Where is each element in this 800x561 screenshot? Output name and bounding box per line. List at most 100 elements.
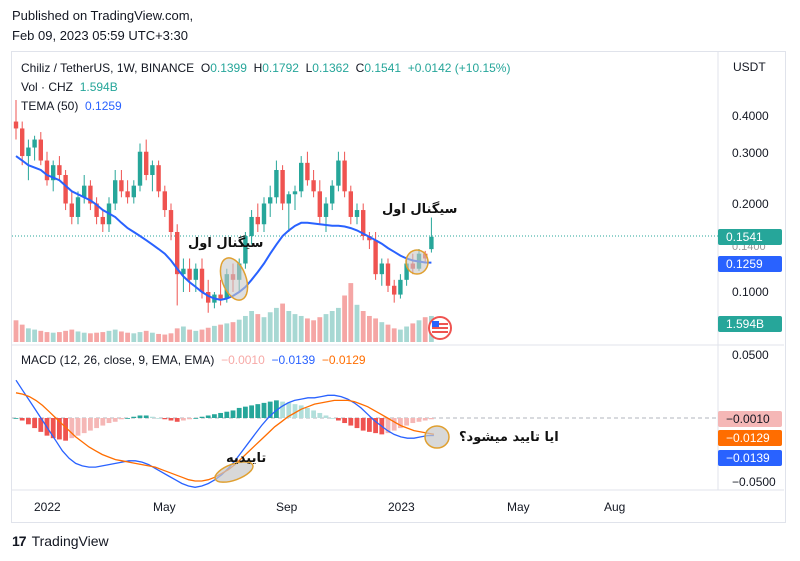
candle-body	[57, 165, 62, 176]
candle-body	[13, 121, 19, 129]
highlight-ellipse-confirm	[214, 461, 254, 483]
macd-hist-bar	[112, 418, 118, 422]
candle-body	[348, 191, 353, 217]
volume-bar	[218, 324, 223, 342]
candle-body	[323, 203, 329, 217]
volume-legend: Vol · CHZ 1.594B	[21, 80, 118, 94]
volume-bar	[100, 332, 106, 342]
volume-bars	[13, 283, 434, 342]
macd-signal-value: −0.0129	[321, 353, 366, 367]
us-flag-icon	[428, 316, 452, 340]
volume-bar	[69, 329, 75, 342]
x-tick: 2022	[34, 500, 61, 514]
publish-date: Feb 09, 2023 05:59 UTC+3:30	[12, 28, 188, 43]
candle-body	[311, 180, 316, 192]
macd-hist-bar	[212, 414, 217, 418]
symbol-name: Chiliz / TetherUS, 1W, BINANCE	[21, 61, 195, 75]
volume-bar	[19, 324, 25, 342]
macd-y-tick: −0.0500	[732, 475, 776, 489]
tema-badge: 0.1259	[718, 256, 782, 272]
y-tick: 0.1000	[732, 285, 769, 299]
candle-body	[354, 210, 360, 217]
volume-bar	[354, 304, 360, 342]
macd-hist-bar	[422, 418, 428, 421]
volume-bar	[205, 327, 211, 342]
currency-label[interactable]: USDT	[733, 60, 766, 74]
macd-hist-bar	[391, 418, 397, 431]
macd-hist-bar	[230, 410, 236, 418]
x-tick: 2023	[388, 500, 415, 514]
volume-bar	[181, 326, 186, 342]
volume-bar	[156, 333, 161, 342]
macd-hist-bar	[354, 418, 360, 429]
volume-bar	[348, 283, 354, 342]
macd-hist-bar	[236, 407, 242, 418]
tema-legend: TEMA (50) 0.1259	[21, 99, 122, 113]
macd-hist-bar	[100, 418, 106, 426]
candle-body	[88, 185, 93, 204]
volume-bar	[174, 328, 180, 342]
macd-hist-bar	[137, 415, 143, 418]
candle-body	[113, 180, 118, 204]
macd-hist-bar	[57, 418, 62, 440]
candle-body	[162, 191, 167, 211]
y-tick: 0.2000	[732, 197, 769, 211]
candle-body	[181, 268, 186, 275]
candle-body	[429, 236, 434, 250]
tradingview-logo[interactable]: 17 TradingView	[12, 533, 109, 549]
tradingview-logo-text: TradingView	[31, 533, 109, 549]
tema-value: 0.1259	[85, 99, 122, 113]
candle-body	[299, 162, 304, 192]
volume-bar	[280, 303, 285, 342]
candle-body	[119, 180, 124, 192]
macd-hist-bar	[348, 418, 354, 426]
macd-hist-bar	[385, 418, 391, 434]
macd-hist-bar	[255, 404, 261, 418]
candle-body	[330, 185, 335, 204]
volume-bar	[385, 324, 391, 342]
volume-label: Vol · CHZ	[21, 80, 74, 94]
volume-bar	[342, 295, 347, 342]
high-label: H	[253, 61, 263, 75]
candle-body	[336, 160, 341, 186]
tradingview-logo-icon: 17	[12, 533, 27, 549]
volume-bar	[212, 325, 217, 342]
macd-histogram	[13, 400, 434, 441]
volume-bar	[112, 329, 118, 342]
volume-bar	[416, 320, 422, 342]
volume-bar	[63, 330, 68, 342]
volume-bar	[193, 330, 199, 342]
price-badge: 0.1541	[718, 229, 782, 245]
volume-bar	[410, 323, 416, 342]
macd-hist-bar	[336, 418, 341, 421]
macd-hist-bar	[50, 418, 56, 439]
x-tick: Aug	[604, 500, 626, 514]
open-value: 0.1399	[210, 61, 247, 75]
volume-bar	[422, 317, 428, 342]
macd-hist-bar	[286, 402, 292, 418]
macd-hist-bar	[131, 416, 137, 418]
candle-body	[131, 185, 136, 198]
volume-bar	[94, 332, 99, 342]
low-label: L	[305, 61, 313, 75]
volume-bar	[50, 332, 56, 342]
macd-legend: MACD (12, 26, close, 9, EMA, EMA) −0.001…	[21, 353, 366, 367]
high-value: 0.1792	[262, 61, 299, 75]
macd-hist-bar	[404, 418, 409, 426]
macd-hist-bar	[19, 418, 25, 421]
macd-hist-bar	[416, 418, 422, 422]
annotation-question: ایا تایید میشود؟	[459, 430, 559, 445]
candle-body	[261, 203, 267, 225]
candle-body	[385, 263, 391, 286]
candle-body	[44, 160, 50, 181]
volume-bar	[199, 329, 205, 342]
candle-body	[249, 216, 254, 237]
x-tick: Sep	[276, 500, 298, 514]
volume-bar	[38, 330, 44, 342]
volume-bar	[367, 315, 372, 342]
volume-value: 1.594B	[79, 80, 118, 94]
volume-bar	[187, 329, 192, 342]
volume-bar	[106, 330, 112, 342]
y-tick: 0.3000	[732, 146, 769, 160]
